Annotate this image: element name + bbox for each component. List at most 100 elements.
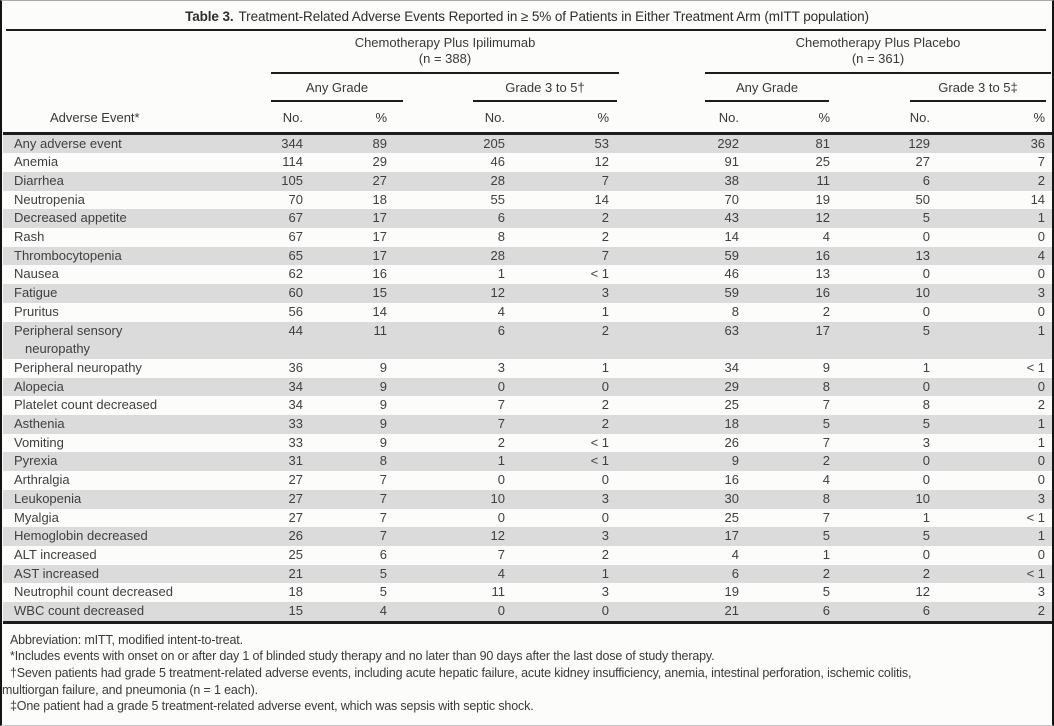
value-cell: 50 (915, 191, 931, 207)
value-cell: 4 (333, 602, 403, 624)
value-cell: 3 (497, 359, 505, 375)
adverse-event-cell: Fatigue (14, 285, 58, 301)
group-gap (619, 265, 705, 284)
table-body: Any adverse event 344 89 205 53 292 81 129 36 Ane… (3, 133, 1052, 624)
value-cell: 0 (1037, 266, 1046, 282)
value-cell: 6 (379, 546, 387, 562)
value-cell: 12 (815, 210, 831, 226)
table-row: Neutrophil count decreased 18 5 11 3 19 5 12 3 (3, 583, 1052, 602)
value-cell: 0 (1037, 453, 1046, 469)
value-cell: 4 (497, 303, 505, 319)
value-cell: 1 (601, 303, 610, 319)
value-cell: 21 (705, 602, 766, 624)
value-cell: 1 (922, 359, 931, 375)
table-row: Diarrhea 105 27 28 7 38 11 6 2 (3, 171, 1052, 191)
value-cell: 19 (815, 191, 831, 207)
value-cell: 5 (822, 584, 831, 600)
table-row: Any adverse event 344 89 205 53 292 81 129 36 (3, 133, 1052, 154)
group-gap (619, 565, 705, 584)
value-cell: 0 (601, 472, 610, 488)
value-cell: 62 (288, 266, 303, 282)
value-cell: 1 (1037, 528, 1046, 544)
group-gap (619, 322, 705, 359)
value-cell: 8 (822, 490, 831, 506)
table-row: Peripheral neuropathy 36 9 3 1 34 9 1 < 1 (3, 359, 1052, 378)
value-cell: 0 (1037, 303, 1046, 319)
table-row: Arthralgia 27 7 0 0 16 4 0 0 (3, 471, 1052, 490)
value-cell: 3 (601, 285, 610, 301)
value-cell: 205 (483, 135, 505, 151)
table-row: Hemoglobin decreased 26 7 12 3 17 5 5 1 (3, 527, 1052, 546)
group-gap (619, 31, 705, 74)
value-cell: 7 (379, 528, 387, 544)
value-cell: 18 (288, 584, 303, 600)
footnote-double-dagger: ‡One patient had a grade 5 treatment-rel… (10, 699, 534, 714)
value-cell: 28 (490, 247, 505, 263)
value-cell: 25 (724, 397, 740, 413)
adverse-event-cell: Alopecia (14, 378, 64, 394)
value-cell: 0 (403, 602, 513, 624)
value-header-row: Adverse Event* No. % No. % No. % No. % (3, 102, 1052, 135)
value-cell: < 1 (590, 434, 610, 450)
group-name: Chemotherapy Plus Ipilimumab (354, 35, 536, 50)
value-cell: 10 (915, 490, 931, 506)
value-cell: 7 (822, 509, 831, 525)
value-cell: 30 (724, 490, 740, 506)
table-row: Myalgia 27 7 0 0 25 7 1 < 1 (3, 509, 1052, 528)
value-cell: 31 (288, 453, 303, 469)
value-cell: 8 (822, 378, 831, 394)
value-cell: 0 (513, 602, 620, 624)
value-cell: < 1 (1026, 565, 1046, 581)
footnote-abbreviation: Abbreviation: mITT, modified intent-to-t… (10, 632, 243, 647)
pct-col-header: % (333, 102, 403, 135)
group-gap (619, 471, 705, 490)
value-cell: 55 (490, 191, 505, 207)
value-cell: 27 (288, 472, 303, 488)
value-cell: 6 (835, 602, 936, 624)
value-cell: 9 (822, 359, 831, 375)
value-cell: < 1 (1026, 359, 1046, 375)
value-cell: 46 (490, 154, 505, 170)
value-cell: 5 (922, 322, 931, 338)
value-cell: 0 (1037, 546, 1046, 562)
subgroup-grade3to5-ipi: Grade 3 to 5† (403, 74, 619, 102)
value-cell: 38 (724, 172, 740, 188)
group-gap (619, 153, 705, 172)
value-cell: 0 (601, 378, 610, 394)
value-cell: 2 (935, 602, 1052, 624)
adverse-event-cell: WBC count decreased (3, 602, 243, 624)
value-cell: 0 (497, 472, 505, 488)
value-cell: 3 (1037, 285, 1046, 301)
value-cell: 17 (815, 322, 831, 338)
value-cell: 2 (601, 397, 610, 413)
adverse-event-cell: Pruritus (14, 303, 59, 319)
group-gap (619, 209, 705, 228)
value-cell: 12 (490, 528, 505, 544)
value-cell: 0 (922, 229, 931, 245)
value-cell: 12 (915, 584, 931, 600)
adverse-event-cell: ALT increased (14, 546, 97, 562)
value-cell: 7 (601, 247, 610, 263)
adverse-event-cell: Peripheral neuropathy (14, 359, 142, 375)
value-cell: 3 (601, 490, 610, 506)
value-cell: 25 (288, 546, 303, 562)
pct-col-header: % (935, 102, 1052, 135)
value-cell: 0 (922, 378, 931, 394)
value-cell: 7 (822, 397, 831, 413)
subgroup-any-grade-ipi: Any Grade (243, 74, 403, 102)
value-cell: 9 (379, 359, 387, 375)
value-cell: 7 (497, 416, 505, 432)
value-cell: 15 (243, 602, 333, 624)
subgroup-grade3to5-placebo: Grade 3 to 5‡ (835, 74, 1052, 102)
value-cell: 67 (288, 229, 303, 245)
no-col-header: No. (243, 102, 333, 135)
value-cell: 15 (372, 285, 387, 301)
adverse-event-cell: Nausea (14, 266, 59, 282)
value-cell: 0 (922, 472, 931, 488)
subgroup-any-grade-placebo: Any Grade (705, 74, 835, 102)
table-row: AST increased 21 5 4 1 6 2 2 < 1 (3, 564, 1052, 584)
value-cell: 2 (601, 416, 610, 432)
value-cell: 9 (379, 378, 387, 394)
value-cell: 63 (724, 322, 740, 338)
value-cell: 17 (372, 210, 387, 226)
